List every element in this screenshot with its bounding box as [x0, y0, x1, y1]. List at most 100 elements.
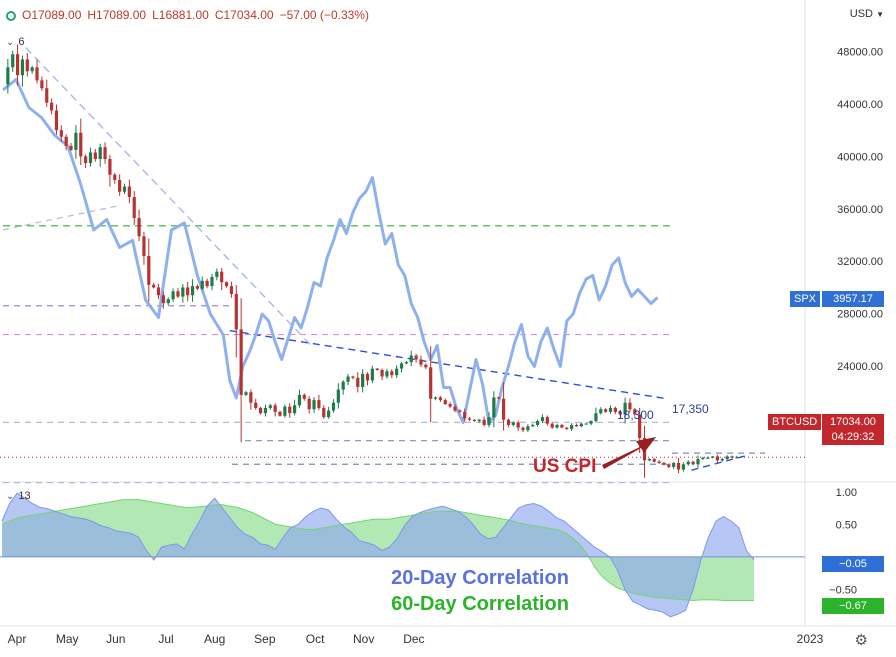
candle-body: [229, 286, 234, 294]
candle-body: [540, 417, 545, 422]
candle-body: [220, 271, 224, 283]
ascending-trendline: [2, 205, 117, 231]
time-axis-label: Aug: [204, 632, 225, 646]
candle-body: [254, 402, 258, 408]
candle-body: [331, 402, 336, 411]
candle-body: [327, 410, 331, 418]
spx-line: [2, 78, 659, 424]
candle-body: [346, 376, 350, 382]
descending-trendline: [25, 47, 312, 346]
corr60-title: 60-Day Correlation: [391, 593, 569, 615]
candle-body: [662, 462, 666, 465]
candle-body: [380, 369, 384, 377]
candle-body: [531, 424, 535, 427]
candle-body: [710, 456, 715, 458]
candle-body: [497, 397, 501, 399]
candle-body: [652, 459, 656, 462]
candle-body: [336, 389, 340, 403]
candle-body: [623, 402, 627, 415]
corr20-area: [2, 493, 754, 617]
candle-body: [15, 54, 20, 76]
time-axis-label: Oct: [306, 632, 325, 646]
visibility-dot-icon[interactable]: [6, 11, 16, 21]
candle-body: [467, 418, 472, 420]
btc-price-tag: 17034.00: [822, 414, 884, 430]
candle-body: [696, 459, 700, 465]
candle-body: [438, 397, 442, 401]
btc-countdown-tag: 04:29:32: [822, 429, 884, 445]
candle-body: [35, 67, 39, 81]
candle-body: [545, 417, 549, 424]
currency-selector[interactable]: USD ▼: [849, 8, 884, 20]
resistance-trendline: [229, 329, 668, 400]
spx-price-tag: 3957.17: [822, 291, 884, 307]
candle-body: [147, 255, 151, 285]
candle-body: [395, 368, 399, 376]
candle-body: [59, 130, 63, 137]
pane2-collapse[interactable]: ⌄ 13: [6, 490, 31, 502]
ohlc-change: −57.00 (−0.33%): [279, 8, 369, 22]
candle-body: [302, 394, 306, 399]
candle-body: [322, 407, 326, 418]
candle-body: [200, 280, 204, 289]
corr20-value-tag: −0.05: [822, 556, 884, 572]
candle-body: [152, 284, 156, 288]
candle-body: [584, 423, 588, 425]
candle-body: [725, 456, 729, 460]
candle-body: [735, 457, 739, 459]
candle-body: [506, 419, 511, 425]
candle-body: [613, 407, 617, 412]
chevron-down-icon[interactable]: ⌄: [6, 36, 15, 48]
time-axis-label: Dec: [403, 632, 424, 646]
gear-icon[interactable]: ⚙: [854, 632, 868, 649]
candle-body: [628, 402, 632, 410]
ohlc-low: L16881.00: [152, 8, 209, 22]
support-trendline: [691, 454, 749, 471]
candle-body: [6, 67, 10, 85]
candle-body: [283, 406, 287, 416]
corr-tick-label: 0.50: [836, 519, 857, 531]
candle-body: [511, 422, 515, 425]
candle-body: [536, 421, 540, 425]
candle-body: [293, 405, 297, 414]
candle-body: [521, 427, 525, 431]
candle-body: [667, 464, 671, 467]
chevron-down-icon[interactable]: ⌄: [6, 490, 15, 502]
candle-body: [560, 424, 564, 428]
candle-body: [249, 392, 253, 403]
price-tick-label: 32000.00: [837, 256, 883, 268]
candle-body: [156, 287, 161, 296]
candle-body: [171, 291, 175, 300]
candle-body: [210, 276, 214, 287]
pane1-count: 6: [18, 36, 25, 48]
candle-body: [477, 419, 481, 422]
candle-body: [268, 405, 272, 408]
pane2-count: 13: [18, 490, 31, 502]
candle-body: [458, 410, 462, 412]
currency-label: USD: [849, 8, 874, 20]
candle-body: [409, 355, 413, 363]
candle-body: [404, 362, 408, 364]
candle-body: [45, 88, 49, 103]
candle-body: [589, 421, 593, 424]
candle-body: [161, 295, 165, 304]
candle-body: [258, 407, 263, 414]
candle-body: [618, 411, 622, 415]
candle-body: [317, 400, 321, 408]
candle-body: [681, 464, 685, 470]
price-tick-label: 40000.00: [837, 151, 883, 163]
candle-body: [278, 411, 282, 416]
pane1-collapse[interactable]: ⌄ 6: [6, 36, 25, 48]
candle-body: [88, 152, 93, 163]
candle-body: [365, 373, 370, 381]
candle-body: [132, 197, 136, 218]
candle-body: [414, 355, 418, 360]
candle-body: [361, 373, 365, 387]
time-axis-label: Sep: [254, 632, 276, 646]
candle-body: [181, 287, 185, 297]
candle-body: [20, 59, 25, 76]
candle-body: [706, 457, 710, 459]
candle-body: [715, 456, 720, 461]
